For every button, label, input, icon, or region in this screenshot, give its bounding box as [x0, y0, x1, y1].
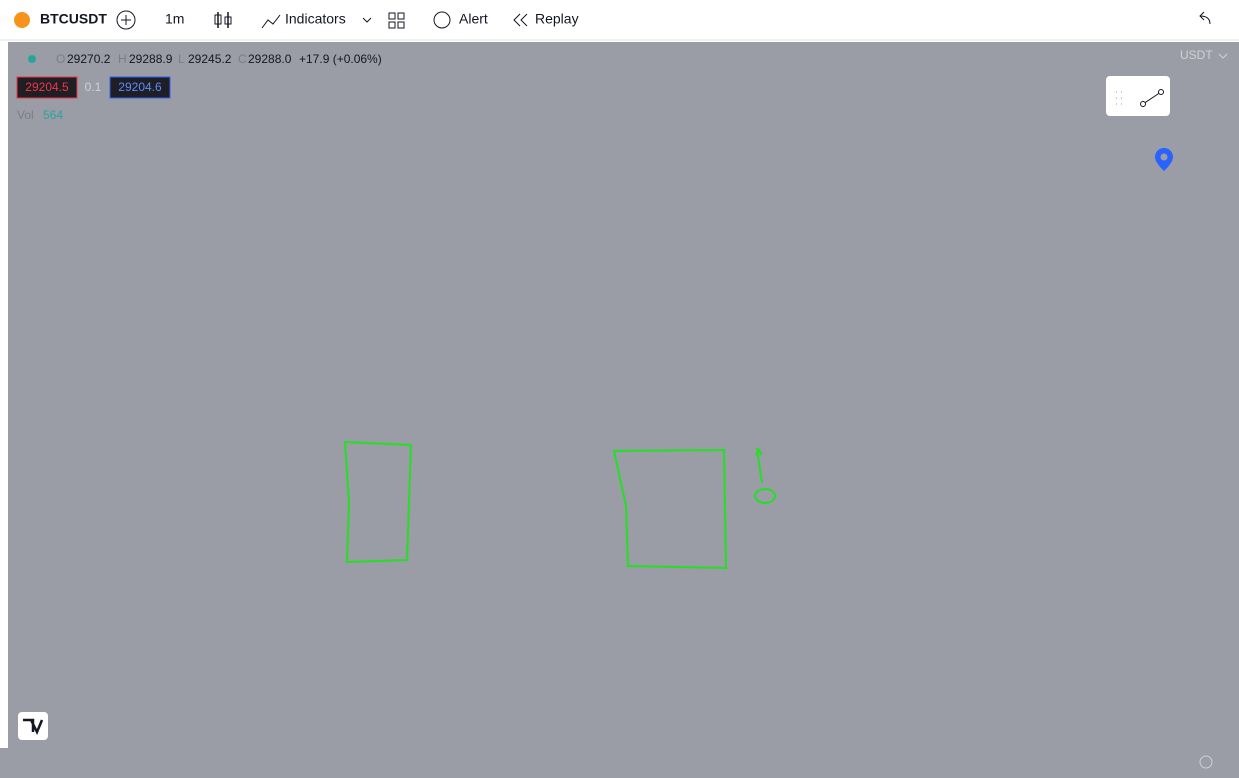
symbol[interactable]: BTCUSDT [40, 11, 107, 27]
toolbar [0, 0, 1239, 40]
ohlc-legend: O 29270.2 H 29288.9 L 29245.2 C 29288.0 … [56, 52, 382, 66]
chart-type-body [224, 16, 232, 25]
tool-point [1140, 101, 1146, 107]
vol-label: Vol [17, 108, 34, 122]
ask[interactable]: 29204.6 [118, 80, 162, 94]
drag-handle [1116, 91, 1122, 105]
chart-type-body [214, 14, 222, 25]
interval[interactable]: 1m [165, 11, 184, 27]
drawing-widget[interactable] [1106, 76, 1170, 116]
h-label: H [118, 52, 127, 66]
l-label: L [178, 52, 185, 66]
drawings [343, 440, 776, 570]
dropdown[interactable] [362, 17, 372, 23]
undo[interactable] [1199, 11, 1211, 25]
alert-marker-hole [1160, 153, 1168, 161]
ask-box[interactable] [109, 76, 171, 99]
currency-dropdown[interactable] [1218, 53, 1228, 59]
tool-point [1158, 89, 1164, 95]
alert-icon [433, 11, 451, 29]
indicators[interactable]: Indicators [285, 11, 346, 27]
high: 29288.9 [129, 52, 173, 66]
add-icon [121, 15, 131, 25]
alert[interactable]: Alert [459, 11, 488, 27]
price-axis [1170, 42, 1239, 748]
symbol-icon [14, 12, 30, 28]
close: 29288.0 [248, 52, 292, 66]
vol-value: 564 [43, 108, 63, 122]
c-label: C [238, 52, 247, 66]
replay[interactable]: Replay [535, 11, 579, 27]
open: 29270.2 [67, 52, 111, 66]
settings[interactable] [1199, 755, 1213, 769]
change: +17.9 (+0.06%) [299, 52, 382, 66]
indicators-icon [261, 14, 281, 29]
plot-area [8, 42, 1170, 748]
logo-mark [23, 718, 44, 736]
add-symbol[interactable] [116, 10, 136, 30]
spread: 0.1 [85, 80, 102, 94]
layouts[interactable] [388, 12, 405, 29]
status-dot [28, 55, 36, 63]
currency: USDT [1180, 48, 1213, 62]
time-axis [0, 748, 1239, 778]
bid[interactable]: 29204.5 [25, 80, 69, 94]
o-label: O [56, 52, 65, 66]
bid-box[interactable] [16, 76, 78, 99]
replay-icon [513, 13, 528, 27]
low: 29245.2 [188, 52, 232, 66]
